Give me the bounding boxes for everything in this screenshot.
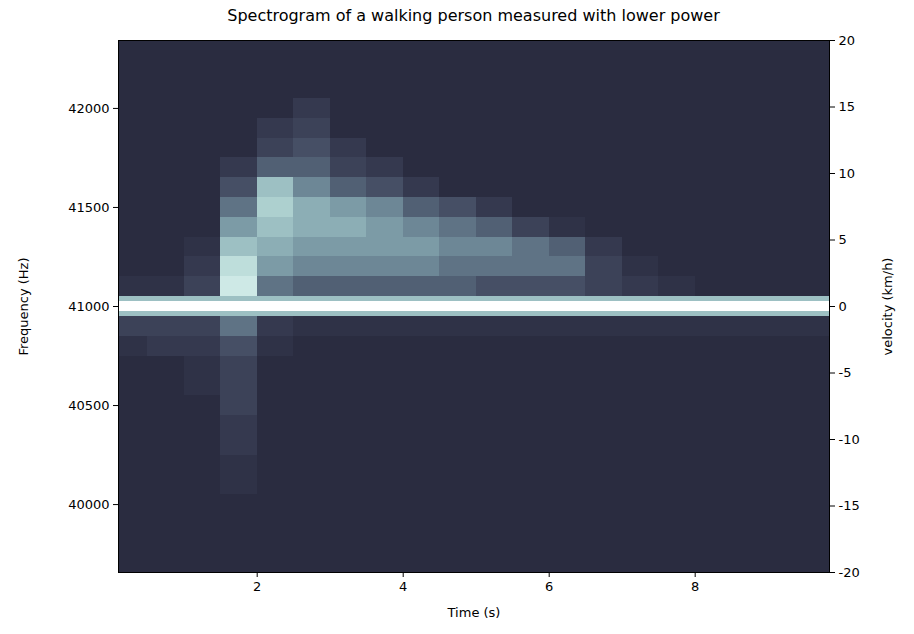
svg-text:20: 20	[839, 33, 856, 48]
html-text:Spectrogram of a walking perso: Spectrogram of a walking person measured…	[227, 6, 720, 25]
svg-text:6: 6	[545, 579, 553, 594]
svg-text:velocity (km/h): velocity (km/h)	[880, 258, 895, 356]
svg-text:42000: 42000	[68, 101, 109, 116]
svg-text:-15: -15	[839, 498, 860, 513]
svg-text:41000: 41000	[68, 299, 109, 314]
svg-text:41500: 41500	[68, 200, 109, 215]
svg-text:10: 10	[839, 166, 856, 181]
svg-text:4: 4	[399, 579, 407, 594]
svg-text:2: 2	[253, 579, 261, 594]
svg-text:15: 15	[839, 99, 856, 114]
svg-text:Frequency (Hz): Frequency (Hz)	[16, 257, 31, 355]
svg-text:Time (s): Time (s)	[447, 605, 501, 620]
svg-text:-10: -10	[839, 432, 860, 447]
svg-text:8: 8	[691, 579, 699, 594]
svg-text:-20: -20	[839, 565, 860, 580]
svg-text:40000: 40000	[68, 497, 109, 512]
svg-text:40500: 40500	[68, 398, 109, 413]
svg-text:5: 5	[839, 232, 847, 247]
svg-text:-5: -5	[839, 365, 852, 380]
svg-text:0: 0	[839, 299, 847, 314]
